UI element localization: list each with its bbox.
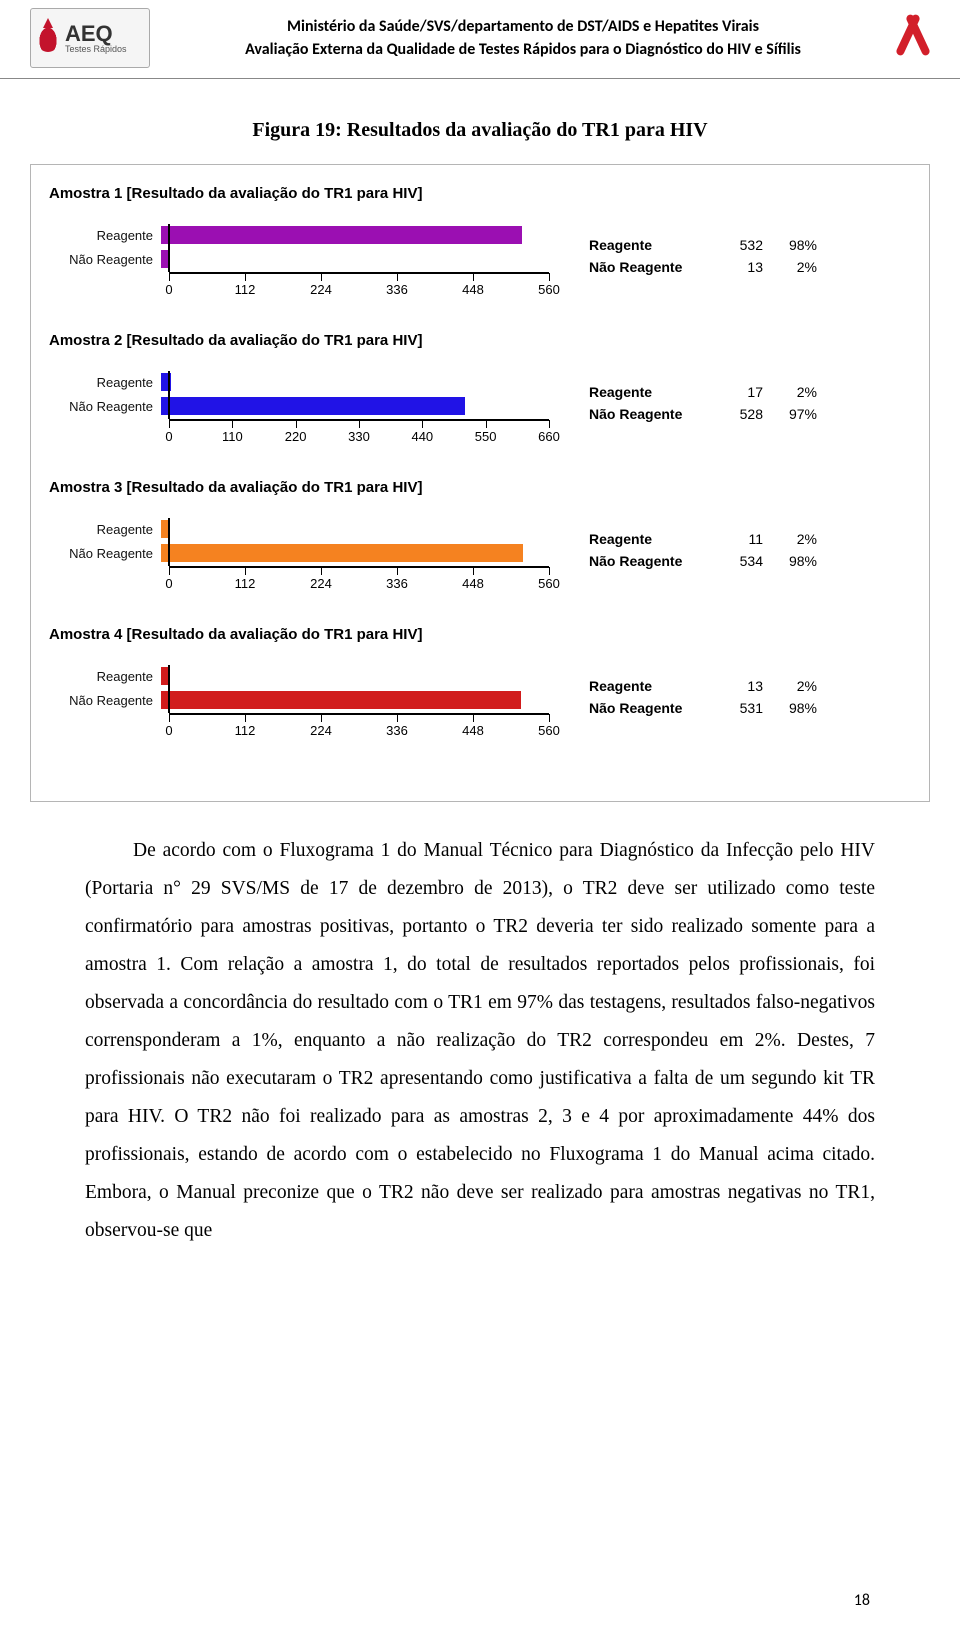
- tick-label: 660: [538, 429, 560, 444]
- figure-title: Figura 19: Resultados da avaliação do TR…: [0, 119, 960, 142]
- tick-label: 448: [462, 576, 484, 591]
- tick-label: 448: [462, 723, 484, 738]
- tick-label: 448: [462, 282, 484, 297]
- amostra-title: Amostra 2 [Resultado da avaliação do TR1…: [49, 332, 911, 349]
- blood-drop-icon: [37, 24, 59, 52]
- legend-percent: 98%: [777, 234, 817, 256]
- tick-label: 0: [165, 723, 172, 738]
- tick-label: 112: [235, 723, 256, 738]
- bar-label: Reagente: [49, 669, 161, 684]
- tick-label: 336: [386, 576, 408, 591]
- bar-label: Não Reagente: [49, 399, 161, 414]
- legend-percent: 2%: [777, 381, 817, 403]
- page-header: AEQ Testes Rápidos Ministério da Saúde/S…: [0, 0, 960, 79]
- tick-label: 224: [310, 576, 332, 591]
- paragraph-text: De acordo com o Fluxograma 1 do Manual T…: [85, 832, 875, 1250]
- tick-label: 550: [475, 429, 497, 444]
- tick-label: 0: [165, 282, 172, 297]
- chart-legend: Reagente 532 98% Não Reagente 13 2%: [589, 234, 817, 279]
- tick-label: 560: [538, 723, 560, 738]
- legend-name: Reagente: [589, 381, 709, 403]
- legend-name: Reagente: [589, 675, 709, 697]
- chart-legend: Reagente 11 2% Não Reagente 534 98%: [589, 528, 817, 573]
- tick-label: 336: [386, 282, 408, 297]
- amostra-chart: Amostra 1 [Resultado da avaliação do TR1…: [49, 185, 911, 296]
- legend-count: 532: [723, 234, 763, 256]
- bar-fill: [161, 544, 523, 562]
- header-line-2: Avaliação Externa da Qualidade de Testes…: [150, 40, 896, 59]
- bar-label: Reagente: [49, 375, 161, 390]
- bar-label: Não Reagente: [49, 693, 161, 708]
- y-axis-line: [168, 224, 170, 272]
- body-paragraph: De acordo com o Fluxograma 1 do Manual T…: [85, 832, 875, 1250]
- legend-count: 11: [723, 528, 763, 550]
- x-axis: 0112224336448560: [169, 566, 549, 590]
- legend-percent: 98%: [777, 697, 817, 719]
- bar-label: Reagente: [49, 228, 161, 243]
- x-axis: 0112224336448560: [169, 272, 549, 296]
- amostra-chart: Amostra 4 [Resultado da avaliação do TR1…: [49, 626, 911, 737]
- y-axis-line: [168, 371, 170, 419]
- tick-label: 224: [310, 282, 332, 297]
- legend-percent: 2%: [777, 528, 817, 550]
- legend-percent: 98%: [777, 550, 817, 572]
- tick-label: 110: [222, 429, 243, 444]
- legend-name: Não Reagente: [589, 550, 709, 572]
- legend-count: 531: [723, 697, 763, 719]
- tick-label: 440: [411, 429, 433, 444]
- tick-label: 0: [165, 429, 172, 444]
- logo-title: AEQ: [65, 23, 127, 45]
- chart-legend: Reagente 17 2% Não Reagente 528 97%: [589, 381, 817, 426]
- tick-label: 112: [235, 576, 256, 591]
- legend-count: 534: [723, 550, 763, 572]
- amostra-chart: Amostra 2 [Resultado da avaliação do TR1…: [49, 332, 911, 443]
- bar-fill: [161, 691, 521, 709]
- aids-ribbon-icon: [896, 13, 930, 63]
- header-text: Ministério da Saúde/SVS/departamento de …: [150, 17, 896, 59]
- x-axis: 0112224336448560: [169, 713, 549, 737]
- y-axis-line: [168, 518, 170, 566]
- bar-fill: [161, 226, 522, 244]
- y-axis-line: [168, 665, 170, 713]
- legend-count: 13: [723, 675, 763, 697]
- logo-subtitle: Testes Rápidos: [65, 45, 127, 54]
- legend-name: Não Reagente: [589, 256, 709, 278]
- legend-percent: 2%: [777, 675, 817, 697]
- tick-label: 560: [538, 576, 560, 591]
- tick-label: 220: [285, 429, 307, 444]
- bar-label: Não Reagente: [49, 252, 161, 267]
- legend-percent: 97%: [777, 403, 817, 425]
- header-line-1: Ministério da Saúde/SVS/departamento de …: [150, 17, 896, 36]
- legend-name: Reagente: [589, 234, 709, 256]
- tick-label: 112: [235, 282, 256, 297]
- legend-name: Não Reagente: [589, 403, 709, 425]
- legend-name: Reagente: [589, 528, 709, 550]
- legend-count: 17: [723, 381, 763, 403]
- amostra-title: Amostra 3 [Resultado da avaliação do TR1…: [49, 479, 911, 496]
- charts-container: Amostra 1 [Resultado da avaliação do TR1…: [30, 164, 930, 802]
- tick-label: 560: [538, 282, 560, 297]
- legend-count: 528: [723, 403, 763, 425]
- legend-percent: 2%: [777, 256, 817, 278]
- bar-fill: [161, 397, 465, 415]
- amostra-title: Amostra 4 [Resultado da avaliação do TR1…: [49, 626, 911, 643]
- tick-label: 330: [348, 429, 370, 444]
- chart-legend: Reagente 13 2% Não Reagente 531 98%: [589, 675, 817, 720]
- x-axis: 0110220330440550660: [169, 419, 549, 443]
- page-number: 18: [854, 1591, 870, 1610]
- amostra-title: Amostra 1 [Resultado da avaliação do TR1…: [49, 185, 911, 202]
- bar-label: Reagente: [49, 522, 161, 537]
- legend-name: Não Reagente: [589, 697, 709, 719]
- amostra-chart: Amostra 3 [Resultado da avaliação do TR1…: [49, 479, 911, 590]
- tick-label: 0: [165, 576, 172, 591]
- tick-label: 336: [386, 723, 408, 738]
- tick-label: 224: [310, 723, 332, 738]
- legend-count: 13: [723, 256, 763, 278]
- bar-label: Não Reagente: [49, 546, 161, 561]
- aeq-logo: AEQ Testes Rápidos: [30, 8, 150, 68]
